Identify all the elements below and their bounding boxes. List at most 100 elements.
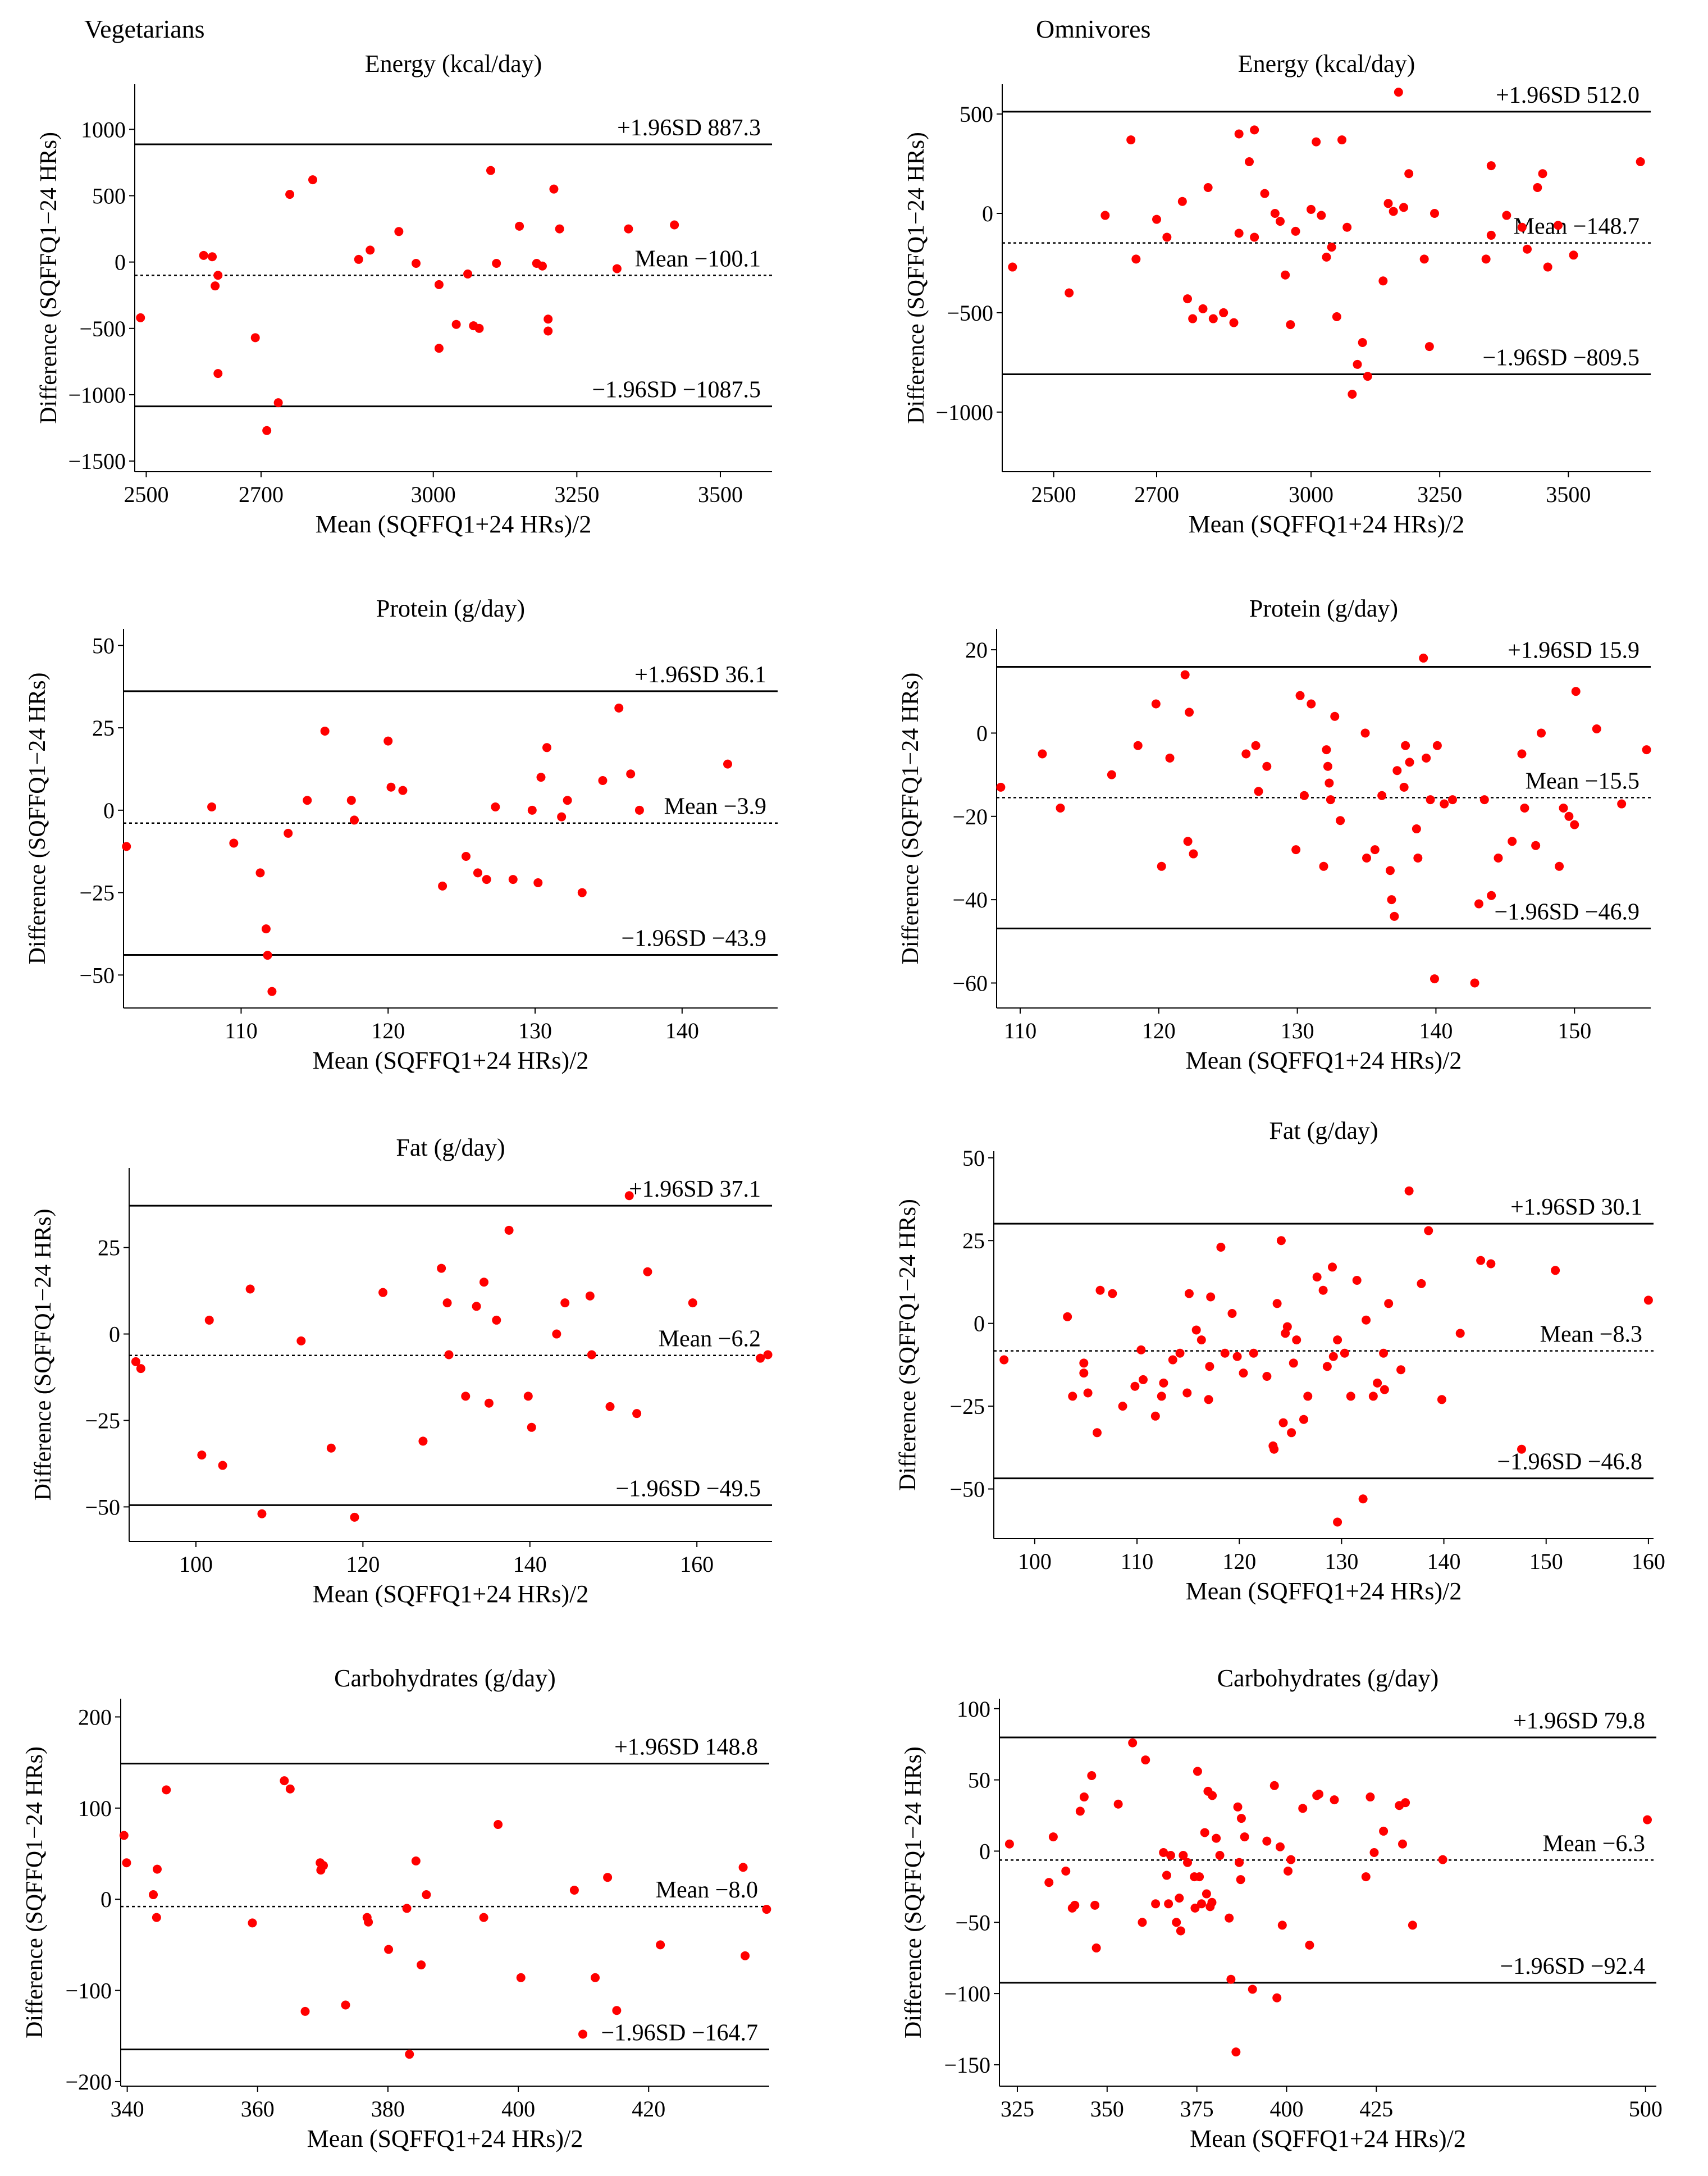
data-point <box>1205 1362 1214 1371</box>
data-point <box>1413 853 1423 863</box>
data-point <box>544 326 553 336</box>
data-point <box>1203 183 1213 192</box>
y-axis-label: Difference (SQFFQ1−24 HRs) <box>895 1199 921 1491</box>
data-point <box>1517 1444 1526 1454</box>
upper-limit-label: +1.96SD 148.8 <box>614 1735 758 1760</box>
x-tick-label: 100 <box>1018 1549 1052 1574</box>
data-point <box>1262 761 1272 771</box>
data-point <box>1399 203 1408 212</box>
y-tick-label: −50 <box>85 1494 120 1520</box>
x-axis-label: Mean (SQFFQ1+24 HRs)/2 <box>1190 2125 1466 2152</box>
data-point <box>578 2029 588 2039</box>
mean-label: Mean −8.0 <box>656 1877 758 1903</box>
y-tick-label: −20 <box>952 804 988 829</box>
mean-label: Mean −3.9 <box>664 794 766 820</box>
data-point <box>1564 811 1574 821</box>
data-point <box>1235 1858 1244 1867</box>
data-point <box>434 344 444 353</box>
data-point <box>1333 1517 1342 1527</box>
lower-limit-label: −1.96SD −164.7 <box>601 2020 758 2046</box>
data-point <box>1004 1839 1014 1849</box>
y-tick-label: 25 <box>98 1235 120 1261</box>
x-tick-label: 2500 <box>124 482 168 507</box>
data-point <box>491 802 500 811</box>
data-point <box>1479 795 1489 805</box>
data-point <box>472 1302 481 1311</box>
data-point <box>1277 1920 1287 1930</box>
data-point <box>1476 1256 1486 1265</box>
data-point <box>1289 1358 1298 1368</box>
data-point <box>1162 1871 1171 1880</box>
data-point <box>656 1940 665 1950</box>
data-point <box>1317 211 1326 220</box>
data-point <box>1440 799 1449 809</box>
data-point <box>1346 1392 1355 1401</box>
data-point <box>1412 824 1421 834</box>
x-tick-label: 130 <box>518 1018 552 1043</box>
data-point <box>122 1858 131 1868</box>
data-point <box>999 1355 1009 1365</box>
data-point <box>1245 157 1254 166</box>
data-point <box>1430 974 1439 984</box>
y-tick-label: −1500 <box>68 449 126 474</box>
data-point <box>670 220 679 230</box>
data-point <box>1342 222 1352 232</box>
data-point <box>422 1890 431 1900</box>
x-tick-label: 120 <box>346 1552 380 1577</box>
data-point <box>463 269 473 279</box>
data-point <box>1130 1381 1140 1391</box>
data-point <box>1249 1348 1258 1358</box>
data-point <box>1295 691 1305 700</box>
data-point <box>1131 254 1141 264</box>
data-point <box>1424 342 1434 352</box>
data-point <box>1422 753 1431 763</box>
x-axis-label: Mean (SQFFQ1+24 HRs)/2 <box>1189 510 1465 538</box>
data-point <box>549 184 559 194</box>
data-point <box>1240 1832 1249 1842</box>
data-point <box>267 987 277 996</box>
data-point <box>1298 1804 1308 1813</box>
data-point <box>204 1315 214 1325</box>
data-point <box>300 2006 310 2016</box>
data-point <box>1380 1385 1389 1394</box>
data-point <box>1232 1352 1242 1361</box>
data-point <box>473 868 482 878</box>
data-point <box>1165 753 1175 763</box>
data-point <box>461 852 471 861</box>
data-point <box>1437 1395 1446 1404</box>
x-tick-label: 3250 <box>1417 482 1462 507</box>
data-point <box>533 878 543 887</box>
data-point <box>417 1960 426 1970</box>
data-point <box>1276 1236 1286 1246</box>
data-point <box>1404 169 1414 179</box>
data-point <box>1176 1926 1185 1936</box>
data-point <box>508 875 518 884</box>
y-tick-label: 0 <box>115 250 126 275</box>
data-point <box>1470 978 1479 988</box>
data-point <box>1487 891 1496 900</box>
data-point <box>1366 1792 1375 1802</box>
x-tick-label: 110 <box>225 1018 258 1043</box>
data-point <box>1551 1266 1560 1275</box>
data-point <box>1168 1355 1177 1365</box>
data-point <box>688 1298 697 1308</box>
data-point <box>398 786 408 795</box>
data-point <box>1172 1918 1181 1927</box>
data-point <box>560 1298 570 1308</box>
x-tick-label: 400 <box>1269 2096 1303 2122</box>
data-point <box>1292 1335 1301 1345</box>
data-point <box>1272 1299 1282 1308</box>
data-point <box>199 250 208 260</box>
data-point <box>1184 1289 1194 1298</box>
data-point <box>280 1776 289 1786</box>
data-point <box>741 1951 750 1960</box>
data-point <box>350 1512 359 1522</box>
data-point <box>1075 1807 1085 1816</box>
data-point <box>1643 1815 1652 1824</box>
data-point <box>1250 125 1259 135</box>
data-point <box>1322 745 1331 755</box>
data-point <box>350 815 359 825</box>
data-point <box>1008 262 1017 272</box>
data-point <box>1083 1388 1093 1398</box>
